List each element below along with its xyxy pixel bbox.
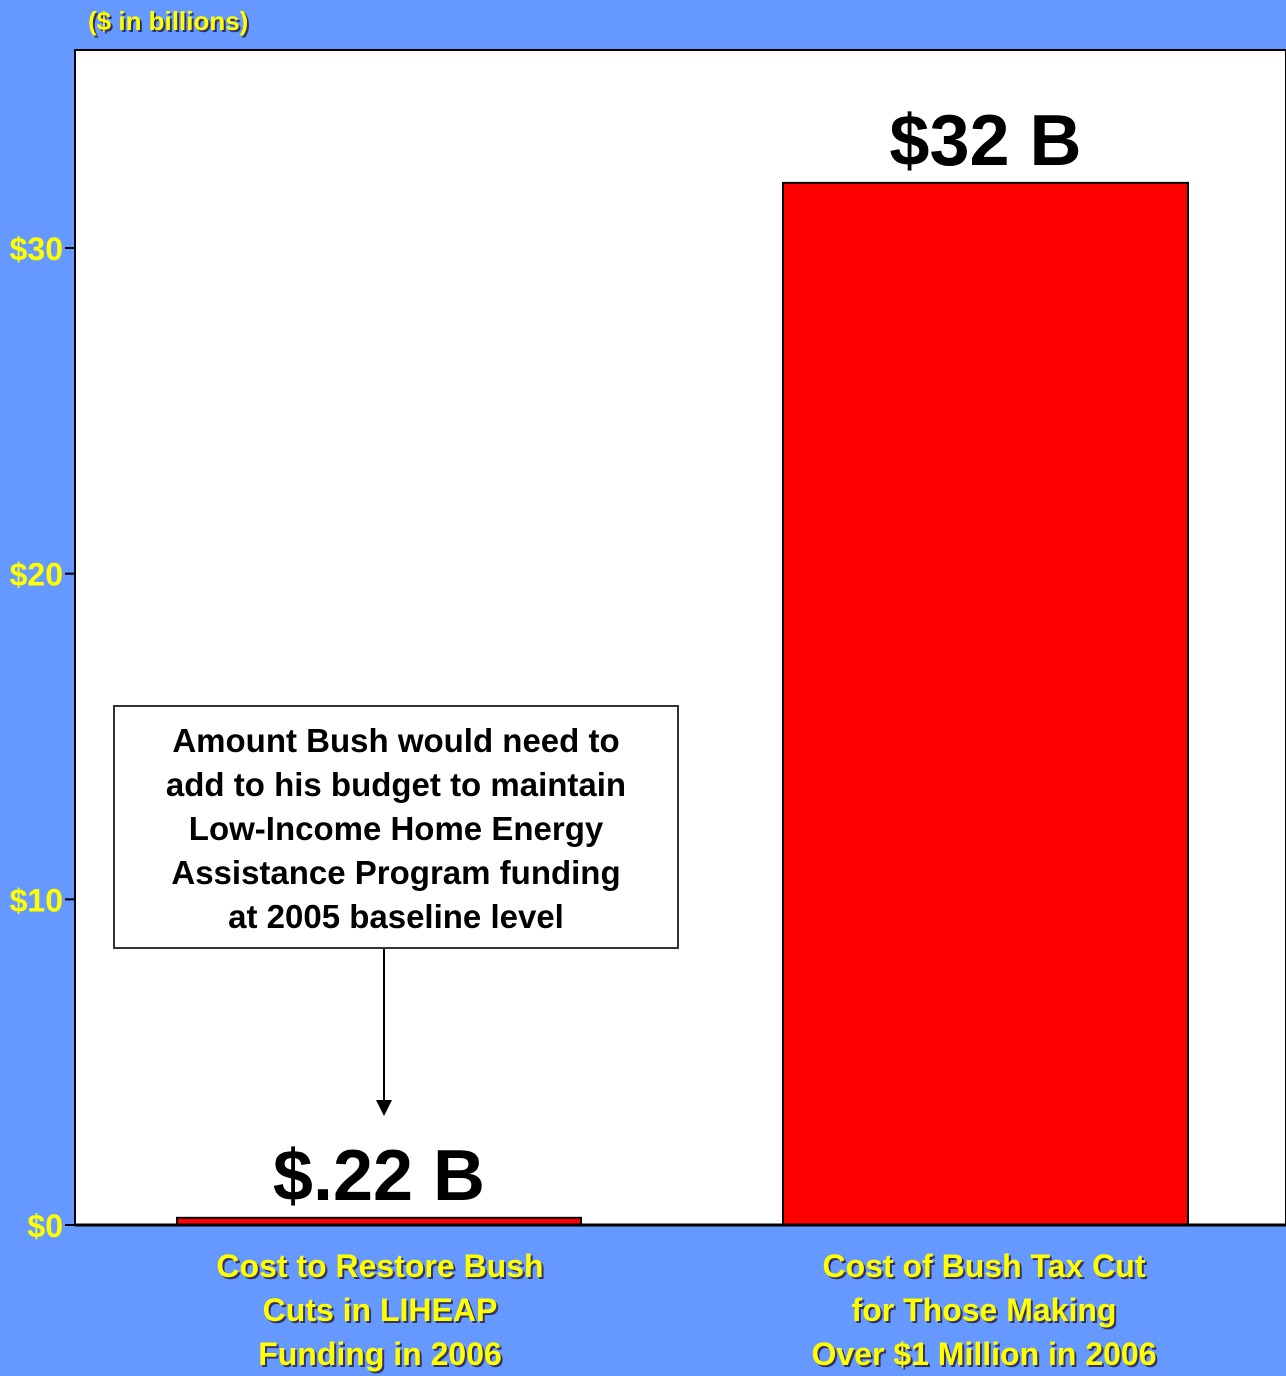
data-label: $32 B [889, 101, 1081, 181]
units-label: ($ in billions) [88, 6, 249, 36]
annotation-arrow [376, 949, 392, 1116]
x-tick-label: Cost of Bush Tax Cut for Those Making Ov… [811, 1248, 1157, 1372]
data-label: $.22 B [273, 1136, 485, 1216]
annotation-box: Amount Bush would need to add to his bud… [113, 705, 679, 949]
x-tick-label: Cost to Restore Bush Cuts in LIHEAP Fund… [216, 1248, 544, 1372]
bar [782, 181, 1189, 1226]
y-tick-label: $10 [10, 882, 63, 918]
y-tick-label: $30 [10, 231, 63, 267]
data-labels: $.22 B $32 B [273, 101, 1082, 1216]
y-tick-label: $20 [10, 557, 63, 593]
y-axis-ticks: $0 $10 $20 $30 [10, 231, 75, 1244]
y-tick-label: $0 [27, 1208, 63, 1244]
